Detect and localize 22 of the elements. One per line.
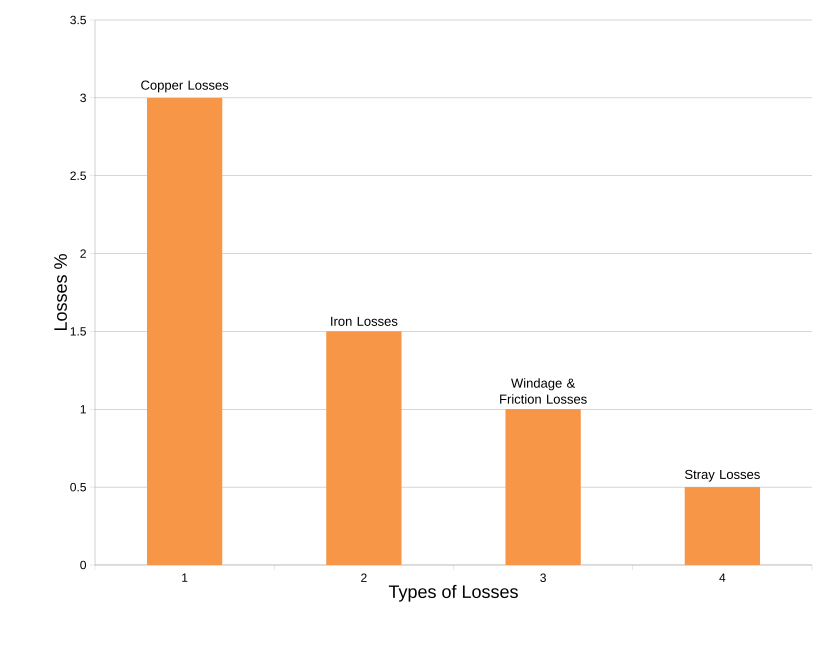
y-tick-label: 1: [80, 405, 86, 414]
bar: [684, 487, 760, 565]
y-axis-title: Losses %: [54, 254, 67, 330]
bar: [326, 331, 402, 565]
annotation: Stray Losses: [685, 470, 760, 482]
y-tick-label: 0.5: [70, 482, 86, 492]
y-tick-label: 3.5: [70, 16, 86, 24]
annotation: Iron Losses: [331, 316, 398, 326]
x-tick-label: 4: [719, 574, 726, 582]
x-tick-label: 2: [361, 574, 367, 582]
y-tick-label: 0: [80, 560, 86, 570]
y-tick-label: 2.5: [70, 171, 86, 180]
x-axis-title: Types of Losses: [388, 584, 518, 602]
x-tick-label: 3: [540, 574, 546, 582]
annotation: Windage & Friction Losses: [500, 378, 587, 404]
y-tick-label: 3: [80, 94, 86, 102]
bar: [146, 98, 222, 565]
x-tick-label: 1: [182, 574, 188, 582]
y-tick-label: 1.5: [70, 327, 86, 336]
annotation: Copper Losses: [141, 80, 228, 92]
bar: [505, 409, 581, 565]
y-tick-label: 2: [80, 249, 86, 258]
